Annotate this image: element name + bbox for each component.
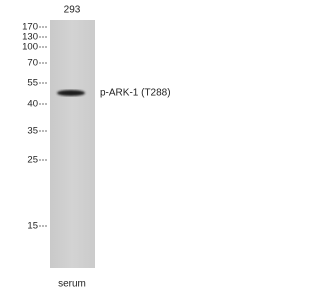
sample-label: serum bbox=[58, 279, 86, 290]
lane-label: 293 bbox=[64, 5, 81, 16]
marker-label: 15 bbox=[27, 221, 38, 232]
marker-label: 55 bbox=[27, 78, 38, 89]
marker-label: 130 bbox=[22, 32, 38, 43]
marker-label: 25 bbox=[27, 155, 38, 166]
lane bbox=[50, 20, 95, 268]
marker-label: 100 bbox=[22, 42, 38, 53]
marker-label: 40 bbox=[27, 99, 38, 110]
marker-label: 35 bbox=[27, 126, 38, 137]
marker-label: 70 bbox=[27, 58, 38, 69]
marker-label: 170 bbox=[22, 22, 38, 33]
band-label: p-ARK-1 (T288) bbox=[100, 88, 171, 99]
band bbox=[57, 90, 85, 96]
